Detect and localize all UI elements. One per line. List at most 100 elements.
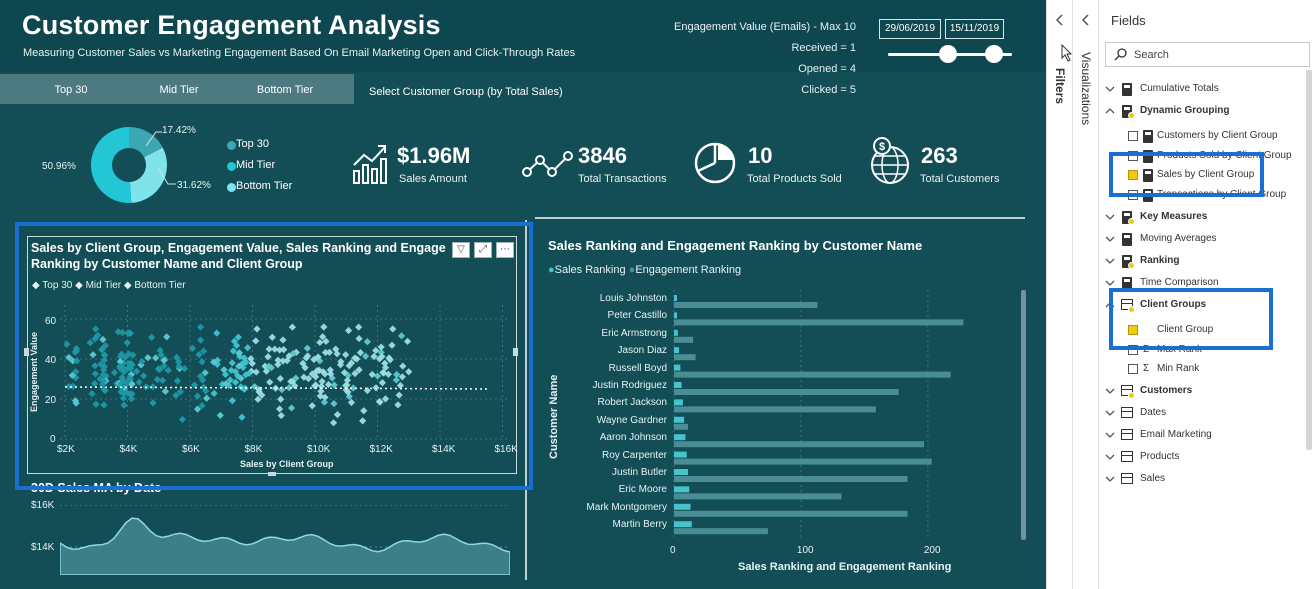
filters-pane-label[interactable]: Filters [1053,68,1067,105]
field-item[interactable]: Cumulative Totals [1140,83,1219,94]
donut-leader-lines [146,131,176,185]
scatter-xtick: $4K [119,444,138,455]
donut-legend-bottom[interactable]: Bottom Tier [236,180,293,192]
scatter-point [373,372,382,380]
scatter-point [265,345,273,353]
field-checkbox[interactable] [1128,364,1138,374]
date-slider-end-handle[interactable] [985,45,1003,63]
field-item[interactable]: Sales by Client Group [1157,169,1255,180]
bar-category-label: Eric Armstrong [601,327,667,339]
scatter-point [86,339,94,347]
scatter-point [99,371,107,379]
chevron-up-icon[interactable] [1105,106,1115,116]
chevron-down-icon[interactable] [1105,430,1115,440]
scatter-point [156,365,164,373]
chevron-down-icon[interactable] [1105,234,1115,244]
fields-scrollbar[interactable] [1306,70,1312,450]
field-checkbox[interactable] [1128,131,1138,141]
scatter-legend-mid[interactable]: Mid Tier [85,280,122,291]
chevron-down-icon[interactable] [1105,386,1115,396]
segment-bottom-tier[interactable]: Bottom Tier [256,84,314,96]
field-item[interactable]: Email Marketing [1140,429,1212,440]
field-checkbox[interactable] [1128,345,1138,355]
collapse-visualizations-icon[interactable] [1081,14,1091,26]
visualizations-pane[interactable]: Visualizations [1072,0,1098,589]
field-checkbox-checked[interactable] [1128,325,1138,335]
filters-pane[interactable]: Filters [1046,0,1073,589]
scatter-legend-bottom[interactable]: Bottom Tier [134,280,186,291]
donut-label-top30: 17.42% [162,125,196,136]
field-item[interactable]: Time Comparison [1140,277,1219,288]
scatter-point [329,419,338,427]
sales-ma-line-chart [60,505,510,575]
bar-sales-ranking [674,295,677,301]
chevron-down-icon[interactable] [1105,452,1115,462]
resize-handle-bottom[interactable] [268,472,276,476]
more-options-icon[interactable]: ⋯ [496,242,514,258]
field-checkbox[interactable] [1128,151,1138,161]
scatter-point [89,351,97,359]
field-item[interactable]: Customers [1140,385,1193,396]
chevron-down-icon[interactable] [1105,278,1115,288]
engagement-received: Received = 1 [791,42,856,54]
date-end-input[interactable]: 15/11/2019 [945,19,1004,39]
chevron-down-icon[interactable] [1105,84,1115,94]
scatter-point [355,366,363,374]
field-checkbox-checked[interactable] [1128,170,1138,180]
bar-category-label: Justin Butler [611,467,667,478]
focus-mode-icon[interactable]: ⤢ [474,242,492,258]
scatter-point [178,415,187,424]
scatter-point [321,348,330,357]
donut-legend-mid[interactable]: Mid Tier [236,159,276,171]
scatter-point [319,333,327,341]
calculator-icon [1122,211,1132,224]
scatter-point [228,359,236,367]
in-use-badge-icon [1128,218,1135,225]
field-item[interactable]: Dynamic Grouping [1140,105,1230,116]
field-item[interactable]: Ranking [1140,255,1180,266]
chevron-down-icon[interactable] [1105,474,1115,484]
donut-legend-dot-mid [227,162,236,171]
collapse-filters-icon[interactable] [1055,14,1065,26]
table-icon [1121,385,1133,396]
chevron-down-icon[interactable] [1105,408,1115,418]
fields-search-input[interactable]: Search [1105,42,1310,67]
field-item[interactable]: Dates [1140,407,1167,418]
date-slider-start-handle[interactable] [939,45,957,63]
segment-mid-tier[interactable]: Mid Tier [159,84,199,96]
scatter-point [94,331,102,340]
chevron-down-icon[interactable] [1105,256,1115,266]
scatter-point [345,362,353,370]
scatter-point [254,395,262,403]
bar-engagement-ranking [674,319,964,326]
scatter-point [288,323,297,331]
bar-legend-sales[interactable]: Sales Ranking [554,264,626,276]
donut-slice-1 [91,127,132,203]
chevron-down-icon[interactable] [1105,212,1115,222]
filter-icon[interactable]: ▽ [452,242,470,258]
field-item[interactable]: Moving Averages [1140,233,1217,244]
field-item[interactable]: Products [1140,451,1180,462]
bar-plot-area[interactable] [673,290,1033,540]
bar-sales-ranking [674,329,678,336]
bar-chart-scrollbar[interactable] [1021,290,1026,540]
pie-chart-icon [694,142,736,184]
field-item[interactable]: Key Measures [1140,211,1208,222]
date-start-input[interactable]: 29/06/2019 [879,19,941,39]
visualizations-pane-label[interactable]: Visualizations [1079,52,1093,126]
field-item[interactable]: Sales [1140,473,1166,484]
resize-handle-right[interactable] [513,348,518,356]
donut-legend-top30[interactable]: Top 30 [236,138,270,150]
field-item[interactable]: Customers by Client Group [1157,130,1278,141]
segment-top30[interactable]: Top 30 [54,84,88,96]
scatter-legend-top30[interactable]: Top 30 [42,280,73,291]
scatter-point [202,387,210,395]
field-item[interactable]: Min Rank [1157,363,1200,374]
scatter-plot-area[interactable] [60,305,515,443]
field-item[interactable]: Client Group [1157,324,1214,335]
bar-engagement-ranking [674,441,925,448]
field-item[interactable]: Client Groups [1140,299,1207,310]
bar-legend-engagement[interactable]: Engagement Ranking [635,264,742,276]
resize-handle-left[interactable] [24,348,29,356]
